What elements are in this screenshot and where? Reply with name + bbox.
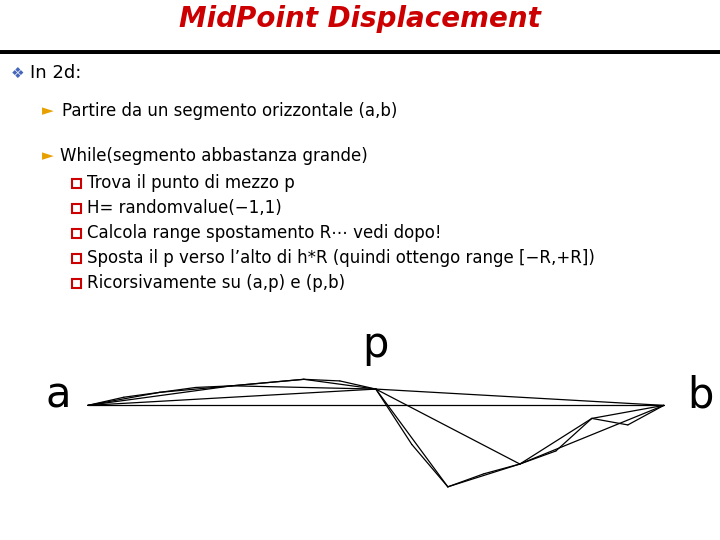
Text: ❖: ❖ [12,65,24,80]
Text: ►: ► [42,148,54,164]
Text: Trova il punto di mezzo p: Trova il punto di mezzo p [87,174,294,192]
Bar [72,279,81,287]
Text: Calcola range spostamento R⋯ vedi dopo!: Calcola range spostamento R⋯ vedi dopo! [87,224,441,242]
Text: Ricorsivamente su (a,p) e (p,b): Ricorsivamente su (a,p) e (p,b) [87,274,345,292]
Text: H= randomvalue(−1,1): H= randomvalue(−1,1) [87,199,282,217]
Text: ►: ► [42,104,54,118]
Text: While(segmento abbastanza grande): While(segmento abbastanza grande) [60,147,368,165]
Bar [72,179,81,187]
Text: p: p [363,324,389,366]
Text: MidPoint Displacement: MidPoint Displacement [179,5,541,33]
Bar [72,228,81,238]
Text: a: a [45,375,71,416]
Bar [72,204,81,213]
Bar [72,253,81,262]
Text: Sposta il p verso l’alto di h*R (quindi ottengo range [−R,+R]): Sposta il p verso l’alto di h*R (quindi … [87,249,595,267]
Text: Partire da un segmento orizzontale (a,b): Partire da un segmento orizzontale (a,b) [62,102,397,120]
Text: In 2d:: In 2d: [30,64,81,82]
Text: b: b [687,375,714,416]
